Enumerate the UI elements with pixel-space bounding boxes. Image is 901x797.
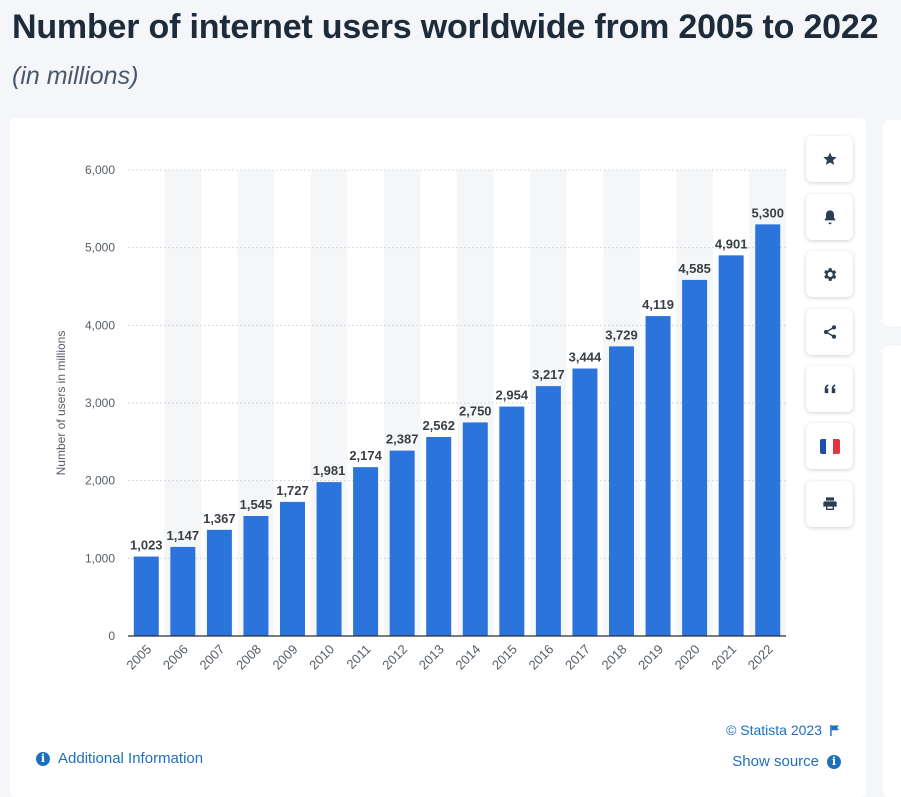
y-tick-label: 0 — [108, 629, 115, 643]
x-tick-label: 2013 — [416, 642, 447, 673]
x-tick-label: 2010 — [306, 642, 337, 673]
bar — [133, 556, 159, 636]
data-label: 1,023 — [130, 538, 163, 553]
x-tick-label: 2008 — [233, 642, 264, 673]
data-label: 2,174 — [349, 448, 382, 463]
bar — [499, 406, 525, 636]
bar — [389, 450, 415, 636]
side-panel-bottom — [883, 346, 901, 797]
bar — [462, 422, 488, 636]
x-tick-label: 2007 — [196, 642, 227, 673]
additional-information-link[interactable]: i Additional Information — [36, 750, 203, 767]
print-button[interactable] — [806, 481, 853, 527]
x-tick-label: 2012 — [379, 642, 410, 673]
gear-icon — [824, 267, 837, 281]
data-label: 2,562 — [422, 418, 455, 433]
bar — [755, 224, 781, 636]
page-subtitle: (in millions) — [12, 62, 139, 90]
bar — [682, 279, 708, 636]
share-icon — [823, 325, 836, 339]
page-title: Number of internet users worldwide from … — [12, 8, 879, 46]
cite-button[interactable] — [806, 366, 853, 412]
data-label: 1,147 — [167, 528, 200, 543]
bar — [426, 437, 452, 636]
french-flag-icon — [819, 438, 840, 454]
data-label: 5,300 — [751, 205, 784, 220]
data-label: 4,901 — [715, 236, 748, 251]
copyright-label: © Statista 2023 — [726, 722, 822, 738]
show-source-label: Show source — [732, 753, 819, 770]
data-label: 4,585 — [678, 261, 711, 276]
x-tick-label: 2018 — [599, 642, 630, 673]
bar — [353, 467, 379, 636]
x-tick-label: 2016 — [525, 642, 556, 673]
bar — [280, 501, 305, 636]
bell-icon — [824, 210, 835, 225]
data-label: 3,217 — [532, 367, 565, 382]
y-tick-label: 3,000 — [85, 396, 115, 410]
flag-icon — [830, 724, 839, 736]
x-tick-label: 2009 — [270, 642, 301, 673]
x-tick-label: 2011 — [343, 642, 373, 672]
quote-icon — [824, 384, 835, 394]
x-tick-label: 2022 — [745, 642, 776, 673]
bar — [535, 386, 561, 636]
data-label: 1,981 — [313, 463, 346, 478]
side-panel-top — [883, 120, 901, 326]
copyright-link[interactable]: © Statista 2023 — [726, 722, 841, 738]
y-tick-label: 2,000 — [85, 474, 115, 488]
y-axis-title: Number of users in millions — [54, 331, 68, 476]
bar — [316, 482, 342, 636]
y-tick-label: 5,000 — [85, 241, 115, 255]
data-label: 1,367 — [203, 511, 236, 526]
printer-icon — [822, 497, 837, 510]
bar — [170, 546, 196, 636]
notification-button[interactable] — [806, 194, 853, 240]
x-tick-label: 2005 — [123, 642, 154, 673]
data-label: 4,119 — [642, 297, 674, 312]
info-icon: i — [36, 751, 50, 766]
data-label: 3,444 — [569, 350, 602, 365]
bar — [572, 368, 598, 636]
x-tick-label: 2019 — [635, 642, 666, 673]
data-label: 1,727 — [276, 483, 309, 498]
data-label: 1,545 — [240, 497, 273, 512]
data-label: 2,387 — [386, 432, 419, 447]
settings-button[interactable] — [806, 251, 853, 297]
bar — [645, 316, 671, 636]
bar — [243, 516, 269, 636]
data-label: 3,729 — [605, 327, 638, 342]
additional-information-label: Additional Information — [58, 750, 204, 767]
bar — [206, 529, 232, 636]
favorite-button[interactable] — [806, 136, 853, 182]
bar — [718, 255, 744, 637]
share-button[interactable] — [806, 309, 853, 355]
y-tick-label: 6,000 — [85, 163, 115, 177]
x-tick-label: 2006 — [160, 642, 191, 673]
star-icon — [822, 152, 837, 165]
x-tick-label: 2017 — [562, 642, 593, 673]
x-tick-label: 2015 — [489, 642, 520, 673]
show-source-link[interactable]: Show source i — [732, 753, 841, 770]
bar — [609, 346, 634, 636]
info-icon: i — [827, 754, 841, 769]
data-label: 2,954 — [496, 388, 529, 403]
data-label: 2,750 — [459, 403, 492, 418]
x-tick-label: 2020 — [672, 642, 703, 673]
y-tick-label: 4,000 — [85, 318, 115, 332]
x-tick-label: 2014 — [452, 642, 483, 673]
x-tick-label: 2021 — [708, 642, 739, 673]
language-button[interactable] — [806, 423, 853, 469]
y-tick-label: 1,000 — [85, 551, 115, 565]
